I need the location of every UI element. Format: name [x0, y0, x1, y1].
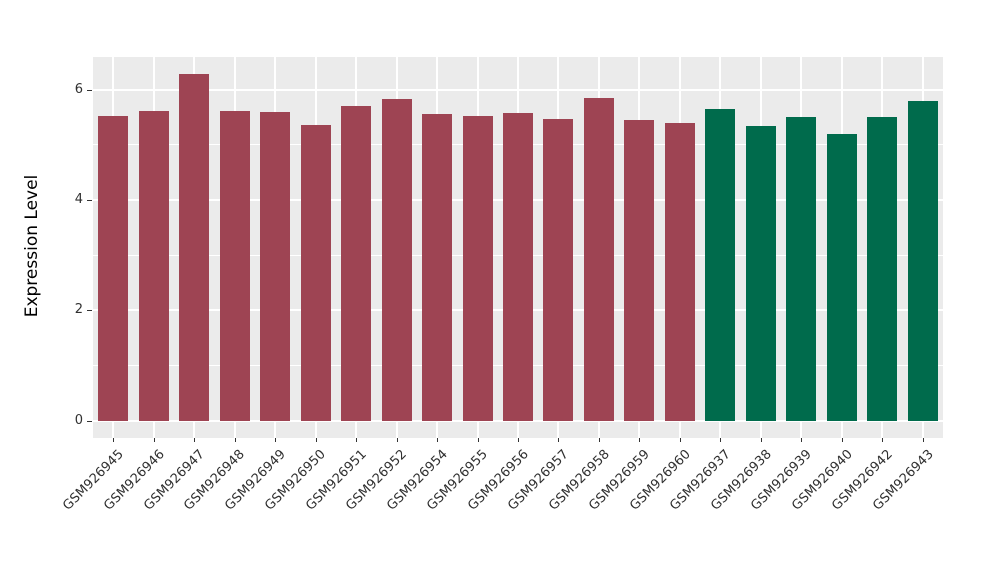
y-tick-label-2: 2	[74, 302, 83, 318]
bar-GSM926943	[907, 100, 938, 421]
x-tick-mark-GSM926943	[922, 438, 924, 442]
bar-GSM926945	[98, 115, 129, 421]
y-tick-mark-2	[87, 310, 92, 312]
x-tick-mark-GSM926945	[113, 438, 115, 442]
bar-GSM926951	[341, 106, 372, 421]
x-tick-mark-GSM926948	[234, 438, 236, 442]
bar-GSM926937	[705, 108, 736, 421]
bar-GSM926946	[138, 110, 169, 421]
x-tick-mark-GSM926959	[639, 438, 641, 442]
x-tick-mark-GSM926942	[882, 438, 884, 442]
bar-GSM926939	[786, 116, 817, 421]
y-tick-label-6: 6	[74, 81, 83, 97]
x-tick-mark-GSM926952	[396, 438, 398, 442]
x-tick-mark-GSM926955	[477, 438, 479, 442]
bar-GSM926947	[179, 74, 210, 421]
x-tick-mark-GSM926954	[437, 438, 439, 442]
bar-GSM926942	[867, 116, 898, 421]
bar-GSM926956	[503, 113, 533, 421]
y-axis-title: Expression Level	[22, 174, 42, 318]
y-tick-label-0: 0	[74, 412, 83, 428]
plot-panel	[93, 57, 943, 438]
bar-GSM926959	[624, 119, 655, 421]
y-tick-mark-0	[87, 420, 92, 422]
bar-GSM926948	[219, 110, 250, 421]
y-tick-label-4: 4	[74, 192, 83, 207]
x-tick-mark-GSM926958	[598, 438, 600, 442]
bar-GSM926955	[462, 115, 493, 421]
bar-GSM926949	[260, 111, 291, 421]
bar-GSM926958	[583, 98, 614, 421]
x-tick-mark-GSM926951	[356, 438, 358, 442]
bar-GSM926952	[381, 98, 412, 421]
x-tick-mark-GSM926960	[679, 438, 681, 442]
x-tick-mark-GSM926938	[760, 438, 762, 442]
y-tick-mark-6	[87, 89, 92, 91]
x-tick-mark-GSM926956	[518, 438, 519, 442]
bar-GSM926940	[826, 134, 857, 421]
y-tick-mark-4	[87, 200, 92, 201]
bar-GSM926954	[422, 113, 453, 421]
x-tick-mark-GSM926946	[153, 438, 155, 442]
x-tick-mark-GSM926947	[194, 438, 196, 442]
bar-GSM926957	[543, 119, 574, 421]
x-tick-mark-GSM926939	[801, 438, 803, 442]
bar-GSM926950	[300, 125, 331, 421]
x-tick-mark-GSM926950	[315, 438, 317, 442]
x-tick-mark-GSM926957	[558, 438, 560, 442]
x-tick-mark-GSM926940	[841, 438, 843, 442]
bar-GSM926938	[745, 126, 776, 421]
x-tick-mark-GSM926937	[720, 438, 722, 442]
bar-GSM926960	[664, 122, 695, 421]
x-tick-mark-GSM926949	[275, 438, 277, 442]
